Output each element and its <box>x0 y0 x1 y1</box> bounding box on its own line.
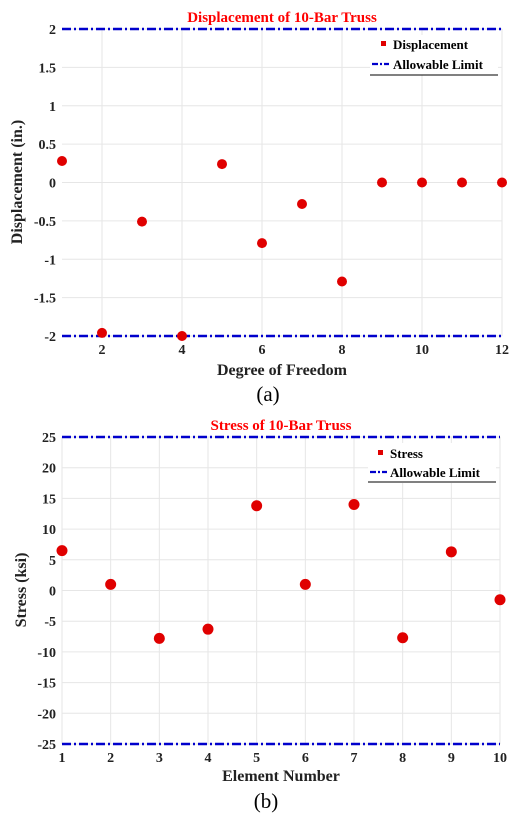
data-point <box>57 156 67 167</box>
legend-label-series: Displacement <box>393 37 469 52</box>
x-tick-labels: 1 2 3 4 5 6 7 8 9 10 <box>59 751 508 766</box>
y-axis-label: Stress (ksi) <box>13 553 30 628</box>
y-axis-label: Displacement (in.) <box>9 120 26 244</box>
allowable-limit-lines <box>62 27 502 338</box>
data-point <box>417 177 427 188</box>
data-point <box>445 546 457 558</box>
y-tick-label: -25 <box>37 738 56 753</box>
y-tick-label: 15 <box>42 492 56 507</box>
x-tick-label: 12 <box>495 343 509 358</box>
x-tick-label: 6 <box>302 751 309 766</box>
data-points <box>57 156 507 341</box>
data-point <box>105 578 117 590</box>
y-tick-labels: 25 20 15 10 5 0 -5 -10 -15 -20 -25 <box>37 431 56 753</box>
data-point <box>397 632 409 644</box>
x-tick-label: 4 <box>205 751 212 766</box>
stress-chart: 25 20 15 10 5 0 -5 -10 -15 -20 -25 1 2 3 4 5 6 7 8 9 10 Str… <box>13 418 507 813</box>
legend: Displacement Allowable Limit <box>370 35 498 76</box>
data-point <box>299 578 311 590</box>
x-tick-label: 3 <box>156 751 163 766</box>
data-point <box>97 327 107 338</box>
legend-marker-series <box>381 41 386 46</box>
x-tick-label: 4 <box>179 343 186 358</box>
data-point <box>251 500 263 512</box>
y-tick-label: 0.5 <box>39 138 57 153</box>
legend-box <box>370 35 498 75</box>
data-point <box>137 216 147 227</box>
legend: Stress Allowable Limit <box>368 443 496 483</box>
y-tick-label: -1 <box>44 253 56 268</box>
caption: (b) <box>254 789 279 813</box>
data-points <box>56 499 506 644</box>
legend-label-limit: Allowable Limit <box>393 57 484 72</box>
data-point <box>348 499 360 511</box>
y-tick-label: 0 <box>49 177 56 192</box>
x-tick-label: 9 <box>448 751 455 766</box>
y-tick-label: -1.5 <box>34 292 56 307</box>
legend-box <box>368 443 496 483</box>
x-axis-label: Element Number <box>222 768 340 785</box>
data-point <box>177 331 187 341</box>
y-tick-label: -15 <box>37 677 56 692</box>
y-tick-label: 20 <box>42 462 56 477</box>
chart-title: Displacement of 10-Bar Truss <box>187 10 377 26</box>
y-tick-label: 10 <box>42 523 56 538</box>
data-point <box>337 276 347 287</box>
data-point <box>56 545 68 557</box>
legend-label-limit: Allowable Limit <box>390 465 481 480</box>
x-tick-label: 8 <box>399 751 406 766</box>
x-tick-label: 2 <box>99 343 106 358</box>
x-tick-label: 1 <box>59 751 66 766</box>
y-tick-label: 0 <box>49 585 56 600</box>
x-tick-label: 6 <box>259 343 266 358</box>
x-tick-label: 10 <box>415 343 429 358</box>
y-tick-label: 1 <box>49 100 56 115</box>
x-tick-label: 10 <box>493 751 507 766</box>
data-point <box>494 594 506 606</box>
allowable-limit-lines <box>62 435 500 746</box>
data-point <box>297 198 307 209</box>
x-tick-label: 2 <box>107 751 114 766</box>
x-axis-label: Degree of Freedom <box>217 362 348 379</box>
y-tick-label: 25 <box>42 431 56 446</box>
y-tick-label: 2 <box>49 23 56 38</box>
y-tick-label: -20 <box>37 707 56 722</box>
data-point <box>457 177 467 188</box>
y-tick-label: -2 <box>44 330 56 345</box>
legend-marker-series <box>378 450 383 455</box>
data-point <box>217 159 227 170</box>
data-point <box>257 238 267 249</box>
caption: (a) <box>256 382 279 406</box>
data-point <box>153 632 165 644</box>
y-tick-label: -10 <box>37 646 56 661</box>
data-point <box>202 623 214 635</box>
data-point <box>497 177 507 188</box>
x-tick-labels: 2 4 6 8 10 12 <box>99 343 509 358</box>
x-tick-label: 8 <box>339 343 346 358</box>
data-point <box>377 177 387 188</box>
y-tick-label: 1.5 <box>39 61 57 76</box>
y-tick-label: -0.5 <box>34 215 56 230</box>
y-tick-label: -5 <box>44 615 56 630</box>
x-tick-label: 7 <box>351 751 358 766</box>
y-tick-label: 5 <box>49 554 56 569</box>
displacement-chart: 2 1.5 1 0.5 0 -0.5 -1 -1.5 -2 2 4 6 8 10 12 Displacem… <box>9 10 509 406</box>
y-tick-labels: 2 1.5 1 0.5 0 -0.5 -1 -1.5 -2 <box>34 23 56 345</box>
chart-title: Stress of 10-Bar Truss <box>211 418 352 434</box>
legend-label-series: Stress <box>390 446 423 461</box>
x-tick-label: 5 <box>253 751 260 766</box>
